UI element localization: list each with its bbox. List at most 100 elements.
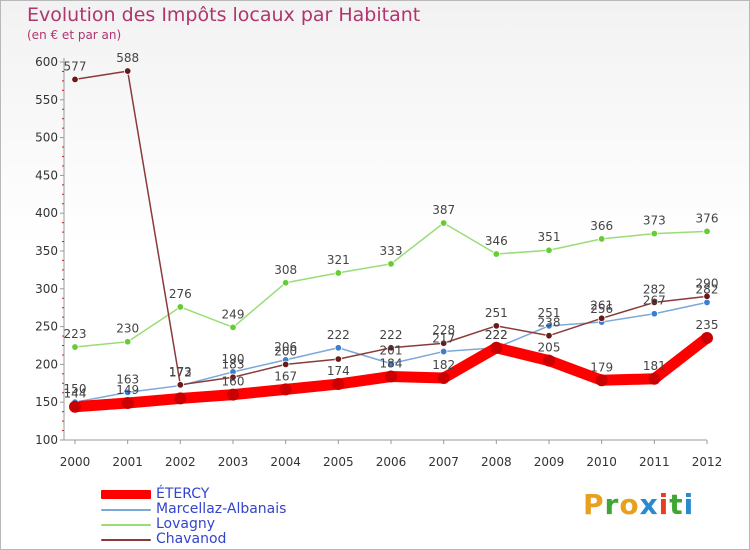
chart-title: Evolution des Impôts locaux par Habitant <box>27 4 421 26</box>
data-point <box>71 343 79 351</box>
x-tick-label: 2011 <box>639 455 670 469</box>
data-label: 183 <box>222 357 245 371</box>
data-point <box>334 269 343 277</box>
legend-swatch <box>101 508 151 511</box>
data-point <box>597 314 606 322</box>
data-point <box>227 388 239 401</box>
data-point <box>597 235 606 243</box>
data-label: 588 <box>116 51 139 65</box>
data-label: 222 <box>327 328 350 342</box>
data-point <box>176 381 185 389</box>
data-point <box>229 323 237 332</box>
data-label: 160 <box>222 375 245 389</box>
data-point <box>492 322 501 330</box>
data-label: 373 <box>643 214 666 228</box>
data-point <box>334 344 343 352</box>
data-label: 174 <box>327 364 350 378</box>
legend-item: ÉTERCY <box>101 487 286 502</box>
data-point <box>174 392 187 405</box>
data-label: 222 <box>485 328 508 342</box>
data-point <box>648 372 661 385</box>
x-tick-label: 2004 <box>270 455 301 469</box>
data-point <box>439 339 448 347</box>
data-label: 206 <box>274 340 297 354</box>
x-tick-label: 2005 <box>323 455 354 469</box>
data-label: 235 <box>696 318 719 332</box>
y-tick-label: 200 <box>35 357 58 371</box>
y-tick-label: 300 <box>35 282 58 296</box>
data-point <box>334 355 343 363</box>
data-point <box>701 331 713 344</box>
data-point <box>492 250 501 258</box>
legend-swatch <box>101 523 151 526</box>
data-label: 182 <box>432 358 455 372</box>
y-tick-label: 450 <box>35 168 58 182</box>
data-label: 184 <box>380 356 403 370</box>
data-label: 282 <box>696 282 719 296</box>
data-label: 200 <box>274 344 297 358</box>
data-point <box>229 373 237 381</box>
data-label: 223 <box>64 327 87 341</box>
data-label: 321 <box>327 253 350 267</box>
data-point <box>281 279 290 287</box>
x-tick-label: 2012 <box>692 455 723 469</box>
legend-label: Chavanod <box>156 531 227 547</box>
data-point <box>387 344 395 352</box>
legend-item: Lovagny <box>101 517 286 532</box>
chart-legend: ÉTERCY Marcellaz-Albanais Lovagny Chavanod <box>101 487 286 547</box>
data-point <box>123 67 132 75</box>
data-point <box>123 338 132 346</box>
data-point <box>703 227 711 236</box>
data-label: 217 <box>432 332 455 346</box>
data-point <box>281 360 290 369</box>
data-label: 163 <box>116 372 139 386</box>
data-label: 366 <box>590 219 613 233</box>
data-point <box>543 354 555 367</box>
data-point <box>69 400 81 413</box>
data-point <box>121 396 134 409</box>
x-tick-label: 2001 <box>112 455 143 469</box>
legend-item: Marcellaz-Albanais <box>101 502 286 517</box>
data-label: 333 <box>380 244 403 258</box>
data-label: 251 <box>538 306 561 320</box>
x-tick-label: 2000 <box>60 455 91 469</box>
data-point <box>439 347 448 356</box>
data-point <box>332 378 345 391</box>
data-point <box>490 341 503 354</box>
data-point <box>545 331 553 340</box>
legend-swatch <box>101 490 151 499</box>
proxiti-logo: Proxiti <box>583 488 695 521</box>
y-tick-label: 150 <box>35 395 58 409</box>
data-label: 205 <box>538 341 561 355</box>
data-label: 351 <box>538 230 561 244</box>
data-point <box>437 372 450 385</box>
data-label: 261 <box>590 298 613 312</box>
data-label: 290 <box>696 276 719 290</box>
data-point <box>387 359 395 368</box>
data-label: 172 <box>169 366 192 380</box>
y-tick-label: 600 <box>35 55 58 69</box>
x-tick-label: 2003 <box>218 455 249 469</box>
x-tick-label: 2002 <box>165 455 196 469</box>
legend-swatch <box>101 538 151 541</box>
data-label: 173 <box>169 365 192 379</box>
data-label: 256 <box>590 302 613 316</box>
data-label: 308 <box>274 263 297 277</box>
data-label: 167 <box>274 369 297 383</box>
data-label: 282 <box>643 282 666 296</box>
data-label: 251 <box>485 306 508 320</box>
y-tick-label: 550 <box>35 93 58 107</box>
data-label: 222 <box>485 328 508 342</box>
data-point <box>650 310 659 318</box>
data-label: 249 <box>222 307 245 321</box>
data-point <box>123 388 132 397</box>
x-tick-label: 2010 <box>586 455 617 469</box>
data-label: 230 <box>116 322 139 336</box>
legend-label: Lovagny <box>156 516 216 532</box>
legend-label: ÉTERCY <box>156 486 210 502</box>
x-tick-label: 2006 <box>376 455 407 469</box>
x-tick-label: 2009 <box>534 455 565 469</box>
x-tick-label: 2008 <box>481 455 512 469</box>
